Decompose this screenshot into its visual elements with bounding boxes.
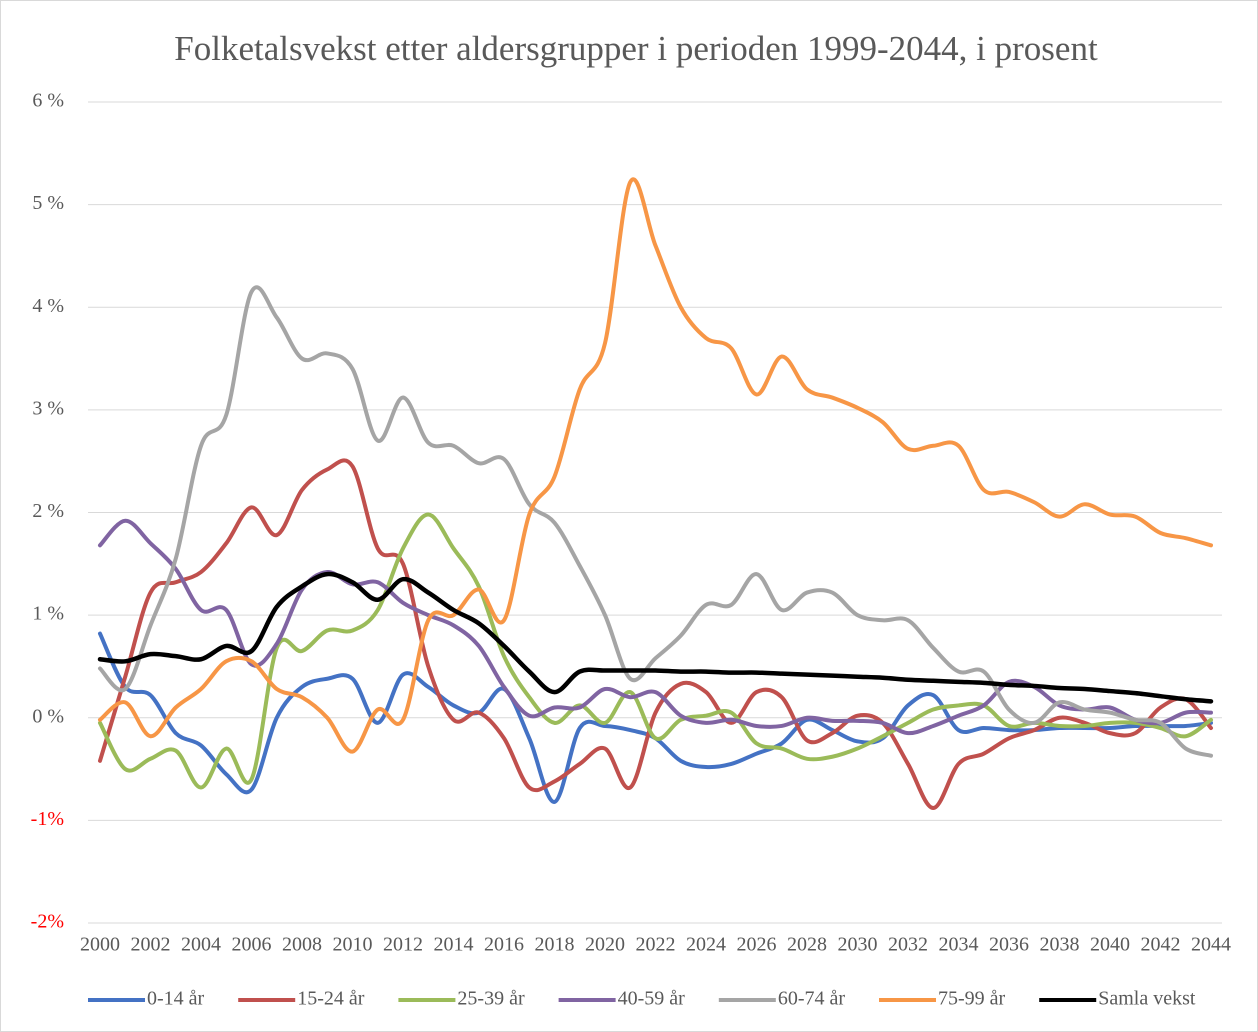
x-tick-label: 2008 [282, 934, 322, 956]
legend-label: 25-39 år [457, 988, 525, 1010]
x-tick-label: 2024 [686, 934, 726, 956]
legend-label: 60-74 år [778, 988, 846, 1010]
x-tick-label: 2022 [636, 934, 676, 956]
series-line [98, 177, 1213, 754]
y-tick-label: -1% [31, 808, 64, 830]
y-tick-label: 6 % [32, 90, 64, 112]
legend-label: 15-24 år [297, 988, 365, 1010]
y-tick-label: 1 % [32, 603, 64, 625]
x-tick-label: 2042 [1141, 934, 1181, 956]
y-tick-label: 0 % [32, 705, 64, 727]
series-line [98, 512, 1213, 790]
x-tick-label: 2030 [838, 934, 878, 956]
y-tick-label: 2 % [32, 500, 64, 522]
x-tick-label: 2044 [1191, 934, 1231, 956]
x-tick-label: 2018 [535, 934, 575, 956]
legend-label: 40-59 år [618, 988, 686, 1010]
legend-label: Samla vekst [1098, 988, 1196, 1010]
y-tick-label: 4 % [32, 295, 64, 317]
x-tick-label: 2014 [434, 934, 474, 956]
series-line [98, 458, 1213, 811]
x-tick-label: 2012 [383, 934, 423, 956]
y-tick-label: 5 % [32, 192, 64, 214]
x-tick-label: 2000 [80, 934, 120, 956]
legend-label: 0-14 år [147, 988, 205, 1010]
legend-label: 75-99 år [938, 988, 1006, 1010]
series-line [98, 285, 1213, 758]
x-tick-label: 2028 [787, 934, 827, 956]
x-tick-label: 2002 [131, 934, 171, 956]
x-tick-label: 2034 [939, 934, 979, 956]
x-tick-label: 2026 [737, 934, 777, 956]
x-tick-label: 2038 [1040, 934, 1080, 956]
x-tick-label: 2040 [1090, 934, 1130, 956]
series-line [97, 571, 1214, 704]
x-tick-label: 2016 [484, 934, 524, 956]
x-tick-label: 2032 [888, 934, 928, 956]
y-tick-label: -2% [31, 911, 64, 933]
x-tick-label: 2020 [585, 934, 625, 956]
x-tick-label: 2036 [989, 934, 1029, 956]
x-tick-label: 2006 [232, 934, 272, 956]
chart-title: Folketalsvekst etter aldersgrupper i per… [174, 29, 1098, 68]
y-tick-label: 3 % [32, 397, 64, 419]
x-tick-label: 2004 [181, 934, 221, 956]
x-tick-label: 2010 [333, 934, 373, 956]
